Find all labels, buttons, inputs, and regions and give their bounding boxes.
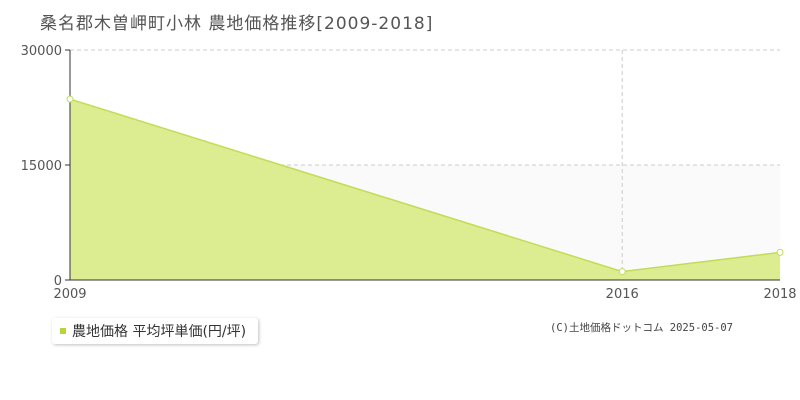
y-tick-label: 0: [54, 274, 62, 289]
chart-title: 桑名郡木曽岬町小林 農地価格推移[2009-2018]: [40, 14, 434, 34]
x-tick-label: 2018: [763, 287, 796, 302]
y-tick-label: 15000: [21, 159, 62, 174]
data-point: [776, 248, 784, 256]
legend-label: 農地価格 平均坪単価(円/坪): [72, 324, 247, 340]
y-tick-label: 30000: [21, 44, 62, 59]
x-tick-label: 2016: [606, 287, 639, 302]
data-point: [66, 95, 74, 103]
legend-swatch-icon: [60, 328, 66, 334]
x-tick-label: 2009: [53, 287, 86, 302]
legend: 農地価格 平均坪単価(円/坪): [52, 318, 259, 344]
data-point: [618, 268, 626, 276]
chart-svg: 0 15000 30000 2009 2016 2018: [21, 44, 797, 302]
series-area: [70, 99, 780, 280]
copyright-credit: (C)土地価格ドットコム 2025-05-07: [550, 322, 734, 334]
